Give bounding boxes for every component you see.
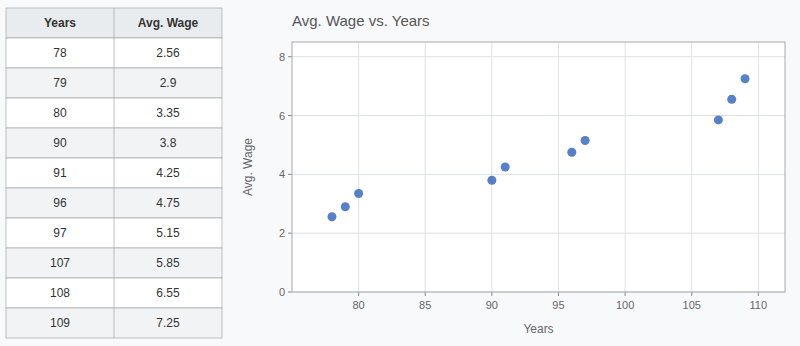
- tick-y: [288, 292, 292, 293]
- chart-root: YearsAvg. Wage782.56792.9803.35903.8914.…: [0, 0, 800, 346]
- data-table: Years Avg. Wage 78 2.56 79 2.9 80 3.35 90 3.8 91 4.…: [6, 8, 222, 338]
- tick-x: [358, 292, 359, 296]
- table-cell: 4.25: [156, 166, 180, 180]
- scatter-point: [327, 212, 336, 221]
- tick-x: [491, 292, 492, 296]
- tick-x: [691, 292, 692, 296]
- table-cell: 107: [50, 256, 70, 270]
- points: [327, 74, 749, 221]
- table-cell: 90: [53, 136, 67, 150]
- table-header: Avg. Wage: [138, 16, 199, 30]
- grid-line-y: [292, 56, 785, 57]
- table-cell: 5.15: [156, 226, 180, 240]
- table-cell: 4.75: [156, 196, 180, 210]
- tick-x: [425, 292, 426, 296]
- plot-frame: [292, 42, 785, 292]
- table-cell: 5.85: [156, 256, 180, 270]
- scatter-point: [714, 115, 723, 124]
- grid-line-x: [558, 42, 559, 292]
- scatter-point: [567, 148, 576, 157]
- table-cell: 2.9: [160, 76, 177, 90]
- grid-line-y: [292, 233, 785, 234]
- tick-label-y: 6: [279, 110, 285, 122]
- scatter-point: [727, 95, 736, 104]
- scatter-point: [741, 74, 750, 83]
- table-cell: 109: [50, 316, 70, 330]
- ticks: 80 85 90 95 100 105 110 0 2 4 6 8: [279, 51, 767, 311]
- plot-area: [292, 42, 785, 292]
- table-cell: 78: [53, 46, 67, 60]
- tick-label-x: 105: [683, 299, 701, 311]
- tick-label-y: 0: [279, 286, 285, 298]
- table-divider: [114, 8, 115, 338]
- table-cell: 3.35: [156, 106, 180, 120]
- table-cell: 6.55: [156, 286, 180, 300]
- grid-line-x: [691, 42, 692, 292]
- tick-x: [558, 292, 559, 296]
- scatter-point: [487, 176, 496, 185]
- table-cell: 79: [53, 76, 67, 90]
- table-cell: 96: [53, 196, 67, 210]
- scatter-point: [581, 136, 590, 145]
- tick-label-x: 110: [750, 299, 768, 311]
- grid-line-x: [491, 42, 492, 292]
- tick-label-x: 100: [616, 299, 634, 311]
- grid: [292, 42, 785, 292]
- scatter-point: [501, 163, 510, 172]
- tick-label-y: 4: [279, 168, 285, 180]
- table-cell: 108: [50, 286, 70, 300]
- tick-label-x: 80: [352, 299, 364, 311]
- tick-label-x: 85: [419, 299, 431, 311]
- table-header: Years: [44, 16, 76, 30]
- grid-line-x: [358, 42, 359, 292]
- tick-x: [625, 292, 626, 296]
- table-cell: 3.8: [160, 136, 177, 150]
- scatter-point: [354, 189, 363, 198]
- y-axis-label: Avg. Wage: [241, 138, 255, 196]
- tick-y: [288, 56, 292, 57]
- grid-line-y: [292, 115, 785, 116]
- scatter-point: [341, 202, 350, 211]
- tick-y: [288, 174, 292, 175]
- chart-title: Avg. Wage vs. Years: [292, 12, 430, 29]
- tick-x: [758, 292, 759, 296]
- tick-y: [288, 115, 292, 116]
- grid-line-x: [758, 42, 759, 292]
- tick-label-y: 2: [279, 227, 285, 239]
- x-axis-label: Years: [523, 322, 553, 336]
- tick-label-x: 90: [486, 299, 498, 311]
- tick-label-y: 8: [279, 51, 285, 63]
- tick-label-x: 95: [552, 299, 564, 311]
- grid-line-x: [425, 42, 426, 292]
- grid-line-y: [292, 174, 785, 175]
- table-cell: 80: [53, 106, 67, 120]
- tick-y: [288, 233, 292, 234]
- table-cell: 7.25: [156, 316, 180, 330]
- grid-line-x: [625, 42, 626, 292]
- table-cell: 91: [53, 166, 67, 180]
- table-cell: 97: [53, 226, 67, 240]
- table-cell: 2.56: [156, 46, 180, 60]
